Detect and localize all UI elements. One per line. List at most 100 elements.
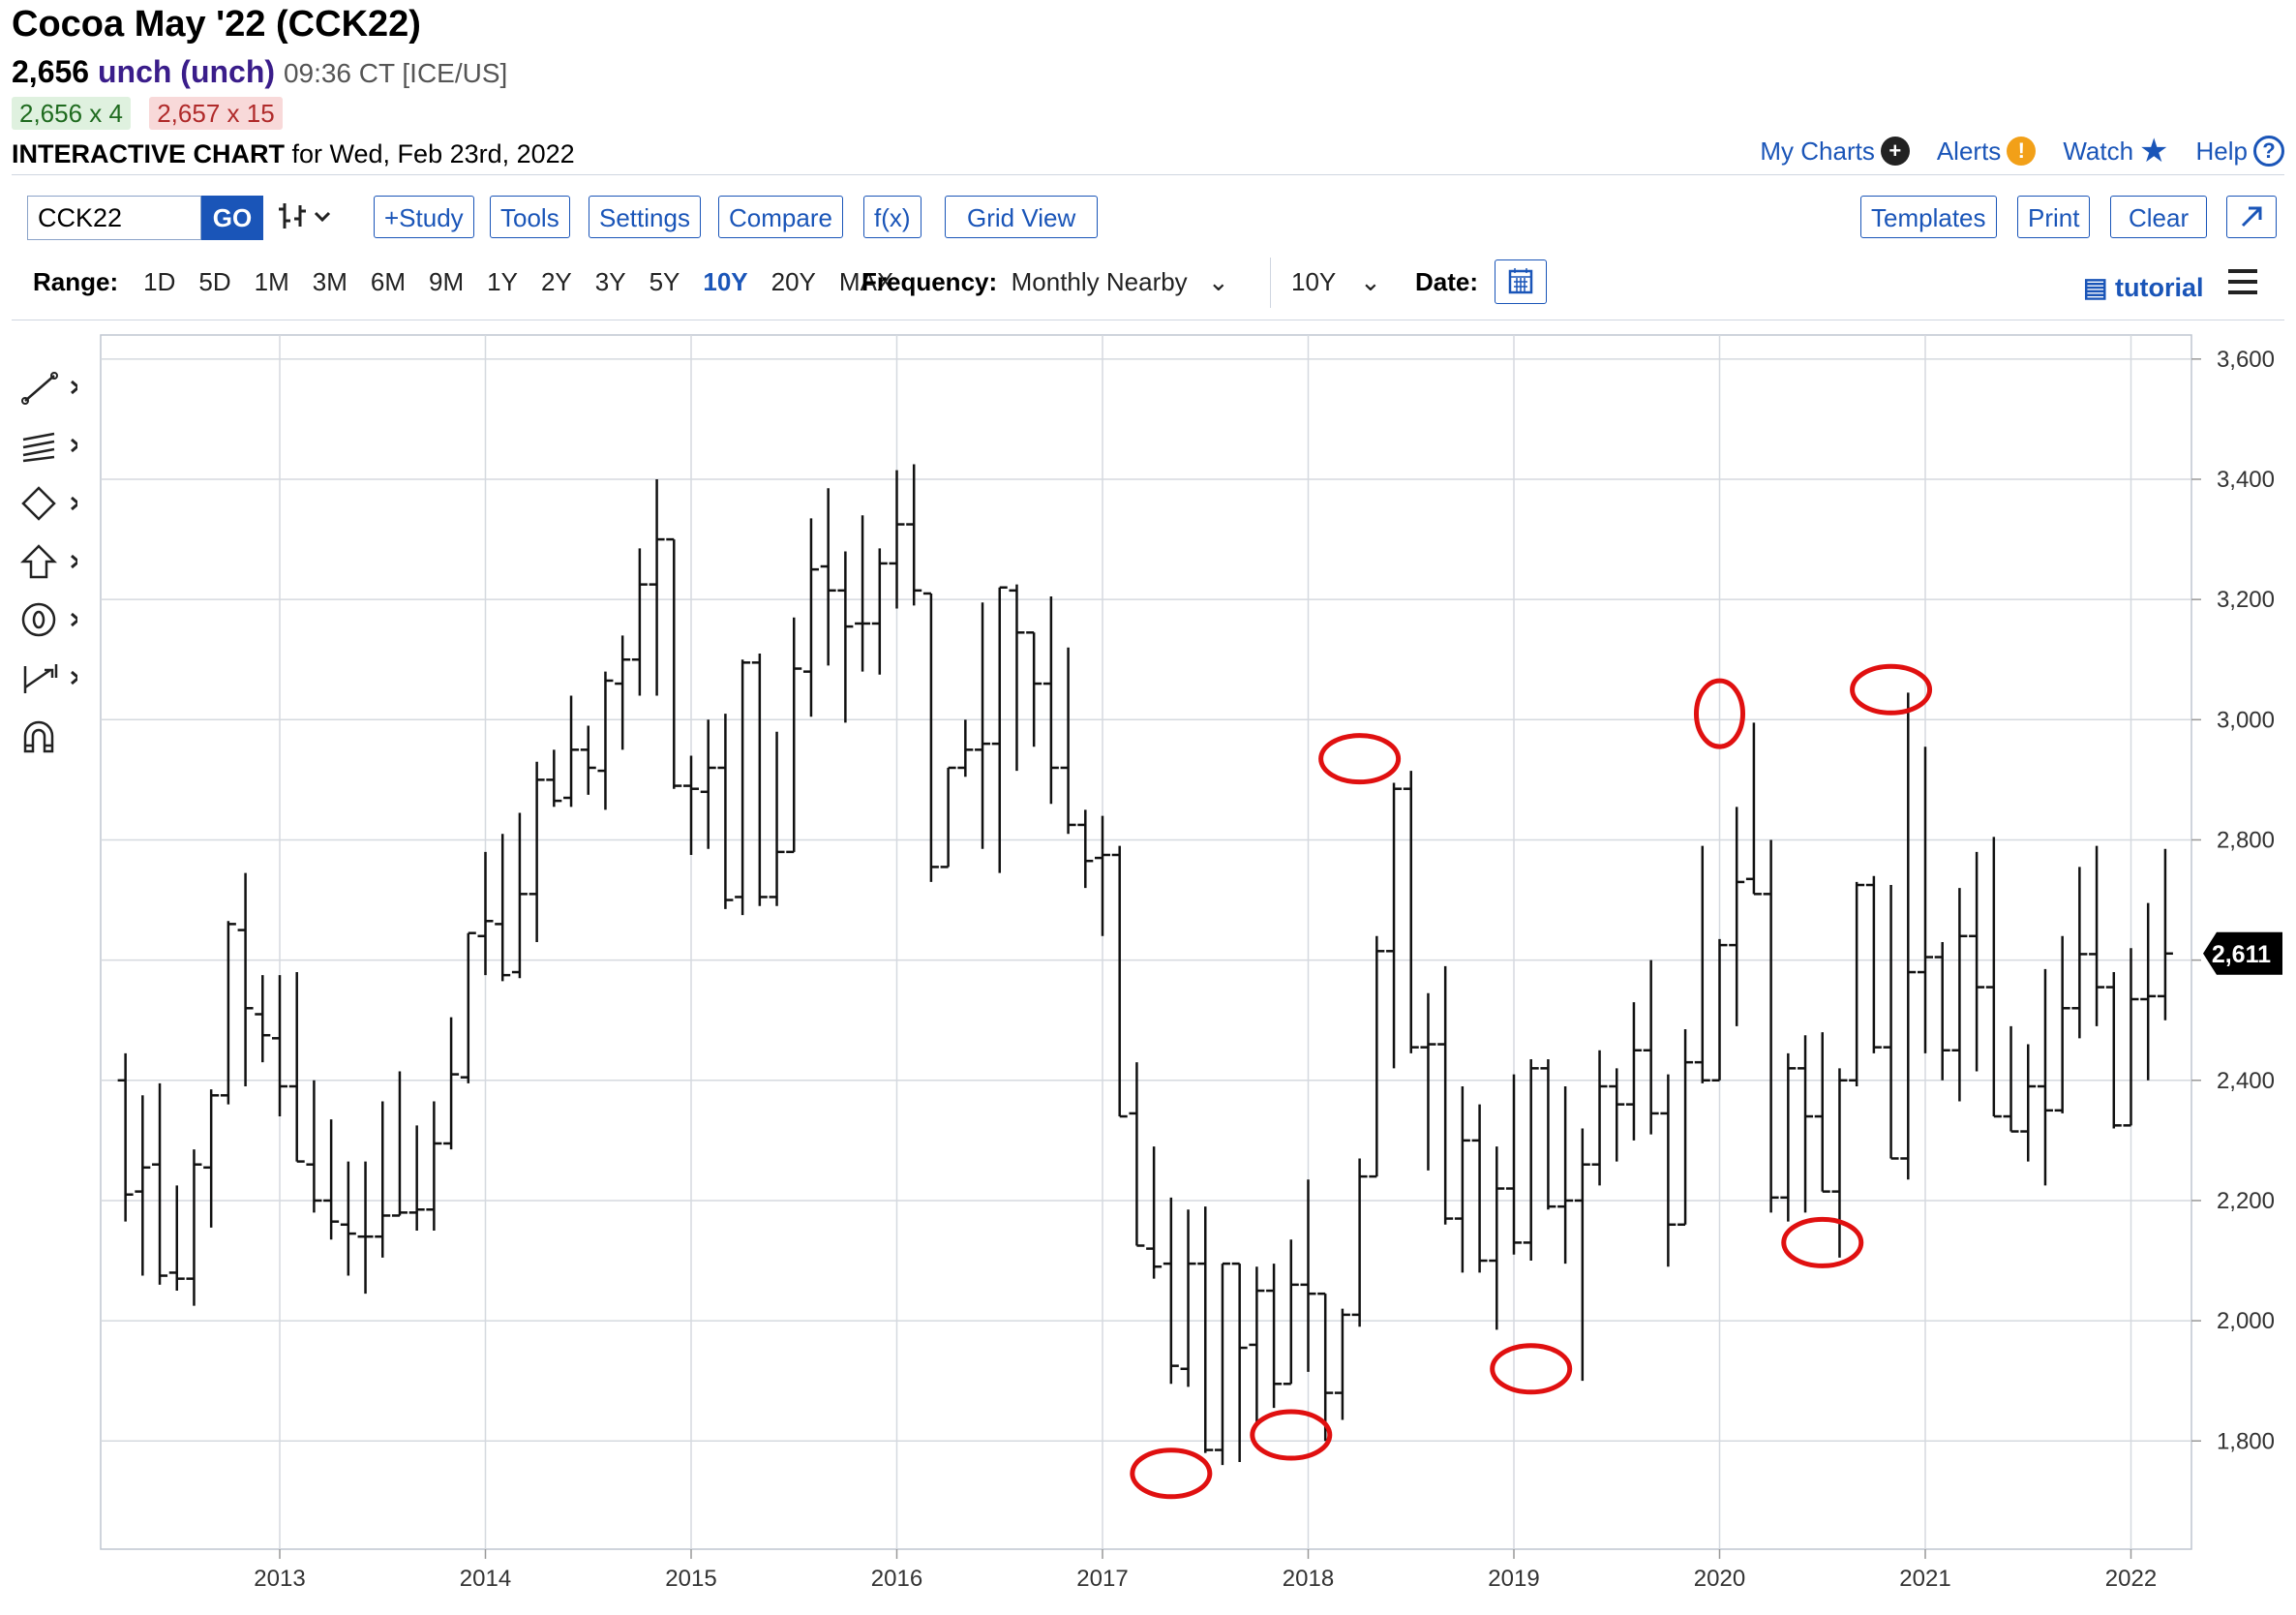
ohlc-bar-icon	[279, 203, 331, 229]
settings-button[interactable]: Settings	[589, 196, 701, 238]
tutorial-link[interactable]: ▤ tutorial	[2083, 273, 2204, 303]
grid-view-button[interactable]: Grid View	[945, 196, 1099, 238]
highlight-ellipse	[1850, 663, 1933, 716]
range-1y[interactable]: 1Y	[487, 267, 518, 296]
ohlc-bar	[1437, 965, 1454, 1225]
range-3m[interactable]: 3M	[312, 267, 347, 296]
ohlc-bar	[1849, 881, 1865, 1086]
measure-tool-icon[interactable]	[19, 649, 77, 707]
range-5d[interactable]: 5D	[198, 267, 231, 296]
study-button[interactable]: +Study	[374, 196, 474, 238]
ohlc-bar	[1042, 596, 1059, 805]
range-6m[interactable]: 6M	[370, 267, 406, 296]
ohlc-bar	[1831, 1068, 1848, 1258]
range-2y[interactable]: 2Y	[540, 267, 572, 296]
frequency-label: Frequency:	[861, 267, 998, 296]
ohlc-bar	[323, 1119, 340, 1240]
last-price-box	[2203, 931, 2282, 975]
templates-button[interactable]: Templates	[1860, 196, 1997, 238]
ohlc-bar	[2054, 935, 2070, 1113]
quote-time: 09:36 CT [ICE/US]	[283, 58, 508, 88]
ohlc-bar	[1951, 888, 1968, 1102]
highlight-ellipse	[1250, 1409, 1333, 1461]
bar-type-selector[interactable]	[275, 199, 337, 239]
x-tick-label: 2015	[665, 1566, 716, 1592]
ohlc-bar	[1317, 1292, 1334, 1442]
watch-link[interactable]: Watch ★	[2063, 135, 2168, 168]
y-tick-label: 3,600	[2217, 347, 2275, 373]
ohlc-bar	[168, 1185, 185, 1292]
ohlc-bar	[597, 671, 614, 810]
chevron-down-icon: ⌄	[1207, 267, 1229, 296]
x-tick-label: 2022	[2105, 1566, 2157, 1592]
range-label: Range:	[33, 267, 119, 296]
ohlc-bar	[255, 975, 271, 1063]
fx-button[interactable]: f(x)	[863, 196, 921, 238]
ohlc-bar	[1403, 771, 1419, 1053]
range-20y[interactable]: 20Y	[770, 267, 816, 296]
ohlc-bar	[2037, 968, 2053, 1186]
ohlc-bar	[186, 1149, 202, 1306]
help-icon: ?	[2253, 136, 2284, 167]
ohlc-bar	[1163, 1197, 1179, 1385]
tools-button[interactable]: Tools	[490, 196, 570, 238]
clear-button[interactable]: Clear	[2110, 196, 2208, 238]
ohlc-bar	[1146, 1146, 1163, 1279]
ohlc-bar	[152, 1082, 168, 1285]
ohlc-bar	[1420, 992, 1436, 1171]
ohlc-bar	[1865, 875, 1882, 1053]
ohlc-bar	[700, 719, 716, 849]
frequency-selector[interactable]: Frequency: Monthly Nearby ⌄	[861, 267, 1229, 297]
my-charts-link[interactable]: My Charts +	[1760, 137, 1910, 167]
ohlc-bar	[1918, 747, 1933, 1053]
chart-date: for Wed, Feb 23rd, 2022	[291, 139, 575, 168]
ohlc-bar	[1557, 1085, 1574, 1265]
ohlc-bar	[288, 972, 305, 1163]
ohlc-bar	[1197, 1206, 1214, 1453]
ohlc-bar	[786, 617, 802, 854]
period-selector[interactable]: 10Y ⌄	[1291, 267, 1381, 297]
range-max[interactable]: MAX	[838, 267, 894, 296]
arrow-tool-icon[interactable]	[19, 533, 77, 591]
expand-button[interactable]	[2226, 196, 2277, 238]
ohlc-bar	[1300, 1179, 1316, 1372]
help-link[interactable]: Help ?	[2196, 136, 2284, 167]
range-5y[interactable]: 5Y	[649, 267, 680, 296]
ohlc-bar	[1523, 1059, 1539, 1262]
symbol-input[interactable]: CCK22	[27, 196, 201, 240]
range-10y[interactable]: 10Y	[703, 267, 748, 296]
ohlc-bar	[1814, 1032, 1830, 1193]
ohlc-bar	[1060, 647, 1076, 835]
ohlc-bar	[889, 470, 905, 609]
range-items: 1D 5D 1M 3M 6M 9M 1Y 2Y 3Y 5Y 10Y 20Y MAX	[132, 267, 905, 297]
go-button[interactable]: GO	[201, 196, 263, 240]
range-3y[interactable]: 3Y	[594, 267, 626, 296]
compare-button[interactable]: Compare	[718, 196, 843, 238]
fib-tool-icon[interactable]	[19, 416, 77, 474]
range-9m[interactable]: 9M	[429, 267, 465, 296]
range-1m[interactable]: 1M	[254, 267, 289, 296]
ohlc-bar	[2123, 948, 2139, 1127]
top-links: My Charts + Alerts ! Watch ★ Help ?	[1760, 135, 2284, 168]
shape-tool-icon[interactable]	[19, 474, 77, 533]
line-tool-icon[interactable]	[19, 358, 77, 416]
ohlc-bar	[1249, 1266, 1265, 1426]
magnet-icon[interactable]	[19, 707, 77, 765]
print-button[interactable]: Print	[2017, 196, 2091, 238]
ohlc-bar	[871, 548, 888, 675]
ohlc-bar	[220, 921, 236, 1105]
x-tick-label: 2013	[254, 1566, 305, 1592]
ohlc-bar	[1369, 935, 1385, 1178]
tutorial-label: tutorial	[2115, 273, 2204, 302]
date-picker-button[interactable]	[1495, 259, 1547, 304]
ohlc-bar	[1351, 1158, 1368, 1327]
range-1d[interactable]: 1D	[143, 267, 176, 296]
chart-heading: INTERACTIVE CHART for Wed, Feb 23rd, 202…	[12, 139, 575, 169]
ohlc-bar	[1677, 1029, 1694, 1227]
menu-icon[interactable]	[2228, 269, 2257, 296]
ohlc-bar	[1283, 1239, 1299, 1386]
x-tick-label: 2014	[460, 1566, 511, 1592]
text-tool-icon[interactable]	[19, 591, 77, 649]
alerts-link[interactable]: Alerts !	[1937, 137, 2037, 167]
